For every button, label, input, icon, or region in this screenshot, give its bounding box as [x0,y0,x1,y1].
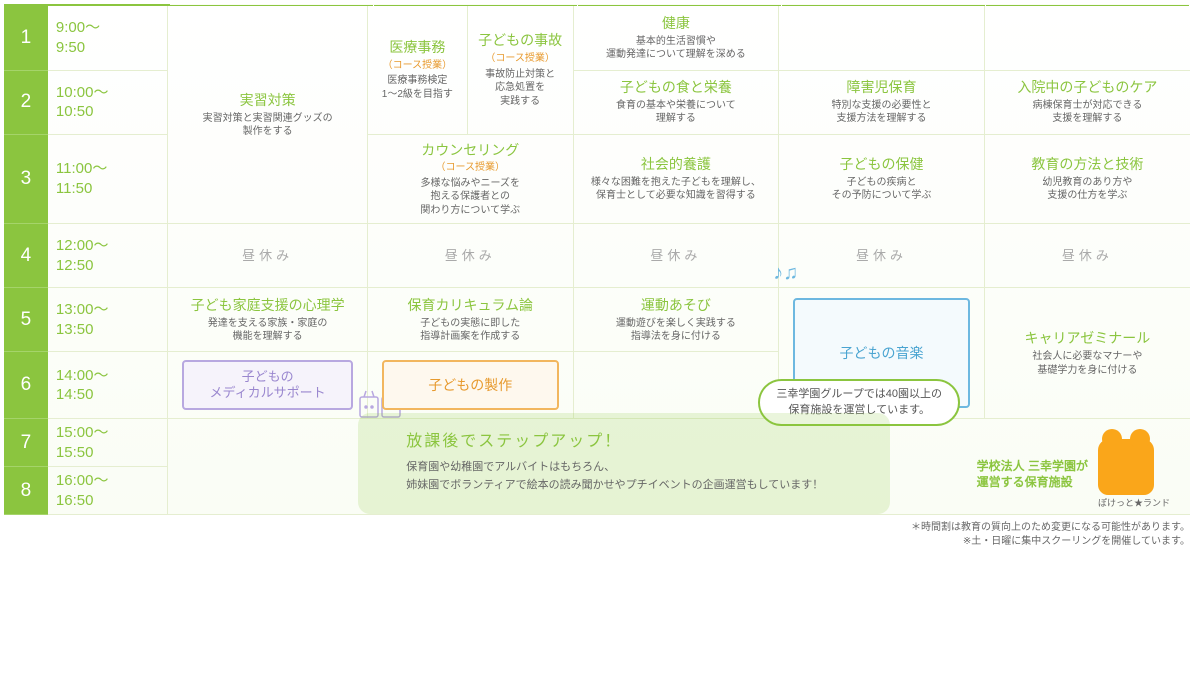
title: 社会的養護 [582,155,771,174]
logo-caption: ぽけっと★ランド [1098,497,1170,509]
p4-time: 12:00～12:50 [48,224,168,288]
tue-6: 子どもの製作 [367,352,573,419]
desc: 様々な困難を抱えた子どもを理解し、保育士として必要な知識を習得する [582,176,771,203]
timetable-main: 1 9:00～9:50 実習対策 実習対策と実習関連グッズの製作をする 医療事務… [4,6,1190,515]
footnote-2: ※土・日曜に集中スクーリングを開催しています。 [963,536,1190,547]
title: 保育カリキュラム論 [376,296,565,315]
fri-2: 入院中の子どものケア 病棟保育士が対応できる支援を理解する [984,70,1190,134]
mon-medical-box: 子どものメディカルサポート [182,360,353,410]
mon-6: 子どものメディカルサポート [168,352,368,419]
footnote: ＊時間割は教育の質向上のため変更になる可能性があります。 ※土・日曜に集中スクー… [4,521,1190,549]
p6-num: 6 [4,352,48,419]
title: 教育の方法と技術 [993,155,1182,174]
wed-6 [573,352,779,419]
desc: 医療事務検定1～2級を目指す [376,74,459,101]
title: 運動あそび [582,296,771,315]
title: 実習対策 [176,91,359,110]
tue-p3: カウンセリング （コース授業） 多様な悩みやニーズを抱える保護者との関わり方につ… [367,134,573,224]
tue-craft-box: 子どもの製作 [382,360,559,410]
sub: （コース授業） [376,161,565,175]
title: 入院中の子どものケア [993,78,1182,97]
p7-num: 7 [4,419,48,467]
lunch-fri: 昼休み [984,224,1190,288]
wed-5: 運動あそび 運動遊びを楽しく実践する指導法を身に付ける [573,288,779,352]
desc: 子どもの実態に即した指導計画案を作成する [376,317,565,344]
sub: （コース授業） [476,52,565,66]
mon-1-3: 実習対策 実習対策と実習関連グッズの製作をする [168,6,368,224]
thu-1 [779,6,985,70]
desc: 社会人に必要なマナーや基礎学力を身に付ける [993,350,1182,377]
tue-5: 保育カリキュラム論 子どもの実態に即した指導計画案を作成する [367,288,573,352]
title: キャリアゼミナール [993,329,1182,348]
thu-3: 子どもの保健 子どもの疾病とその予防について学ぶ [779,134,985,224]
desc: 子どもの疾病とその予防について学ぶ [787,176,976,203]
desc: 特別な支援の必要性と支援方法を理解する [787,99,976,126]
lunch-tue: 昼休み [367,224,573,288]
desc: 食育の基本や栄養について理解する [582,99,771,126]
wed-2: 子どもの食と栄養 食育の基本や栄養について理解する [573,70,779,134]
desc: 基本的生活習慣や運動発達について理解を深める [582,35,771,62]
sub: （コース授業） [376,59,459,73]
p5-num: 5 [4,288,48,352]
p8-num: 8 [4,467,48,515]
lunch-wed: 昼休み [573,224,779,288]
p8-time: 16:00～16:50 [48,467,168,515]
callout-text: 保育園や幼稚園でアルバイトはもちろん、姉妹園でボランティアで絵本の読み聞かせやプ… [406,459,866,494]
afterschool-area: 三幸学園グループでは40園以上の保育施設を運営しています。 放課後でステップアッ… [168,419,1190,515]
title: 医療事務 [376,38,459,57]
p2-time: 10:00～10:50 [48,70,168,134]
lunch-thu: 昼休み [779,224,985,288]
fri-3: 教育の方法と技術 幼児教育のあり方や支援の仕方を学ぶ [984,134,1190,224]
fri-56: キャリアゼミナール 社会人に必要なマナーや基礎学力を身に付ける [984,288,1190,419]
afterschool-callout: 放課後でステップアップ！ 保育園や幼稚園でアルバイトはもちろん、姉妹園でボランテ… [358,413,890,514]
promo-block: 学校法人 三幸学園が運営する保育施設 ぽけっと★ランド [977,439,1170,509]
p4-num: 4 [4,224,48,288]
promo-text: 学校法人 三幸学園が運営する保育施設 [977,458,1088,492]
pocket-land-logo [1098,439,1154,495]
desc: 幼児教育のあり方や支援の仕方を学ぶ [993,176,1182,203]
desc: 多様な悩みやニーズを抱える保護者との関わり方について学ぶ [376,177,565,218]
title: 障害児保育 [787,78,976,97]
desc: 実習対策と実習関連グッズの製作をする [176,112,359,139]
p2-num: 2 [4,70,48,134]
title: 子ども家庭支援の心理学 [176,296,359,315]
lunch-mon: 昼休み [168,224,368,288]
desc: 発達を支える家族・家庭の機能を理解する [176,317,359,344]
wed-3: 社会的養護 様々な困難を抱えた子どもを理解し、保育士として必要な知識を習得する [573,134,779,224]
p3-time: 11:00～11:50 [48,134,168,224]
p7-time: 15:00～15:50 [48,419,168,467]
tue-med: 医療事務 （コース授業） 医療事務検定1～2級を目指す [367,6,467,134]
p3-num: 3 [4,134,48,224]
title: 健康 [582,14,771,33]
callout-heading: 放課後でステップアップ！ [406,431,866,453]
footnote-1: ＊時間割は教育の質向上のため変更になる可能性があります。 [911,522,1190,533]
tue-p1: 子どもの事故 （コース授業） 事故防止対策と応急処置を実践する [467,6,573,134]
fri-1 [984,6,1190,70]
desc: 病棟保育士が対応できる支援を理解する [993,99,1182,126]
p6-time: 14:00～14:50 [48,352,168,419]
title: 子どもの食と栄養 [582,78,771,97]
p5-time: 13:00～13:50 [48,288,168,352]
p1-time: 9:00～9:50 [48,6,168,70]
p1-num: 1 [4,6,48,70]
mon-5: 子ども家庭支援の心理学 発達を支える家族・家庭の機能を理解する [168,288,368,352]
title: カウンセリング [376,141,565,160]
desc: 事故防止対策と応急処置を実践する [476,68,565,109]
thu-2: 障害児保育 特別な支援の必要性と支援方法を理解する [779,70,985,134]
title: 子どもの保健 [787,155,976,174]
desc: 運動遊びを楽しく実践する指導法を身に付ける [582,317,771,344]
title: 子どもの事故 [476,31,565,50]
wed-1: 健康 基本的生活習慣や運動発達について理解を深める [573,6,779,70]
